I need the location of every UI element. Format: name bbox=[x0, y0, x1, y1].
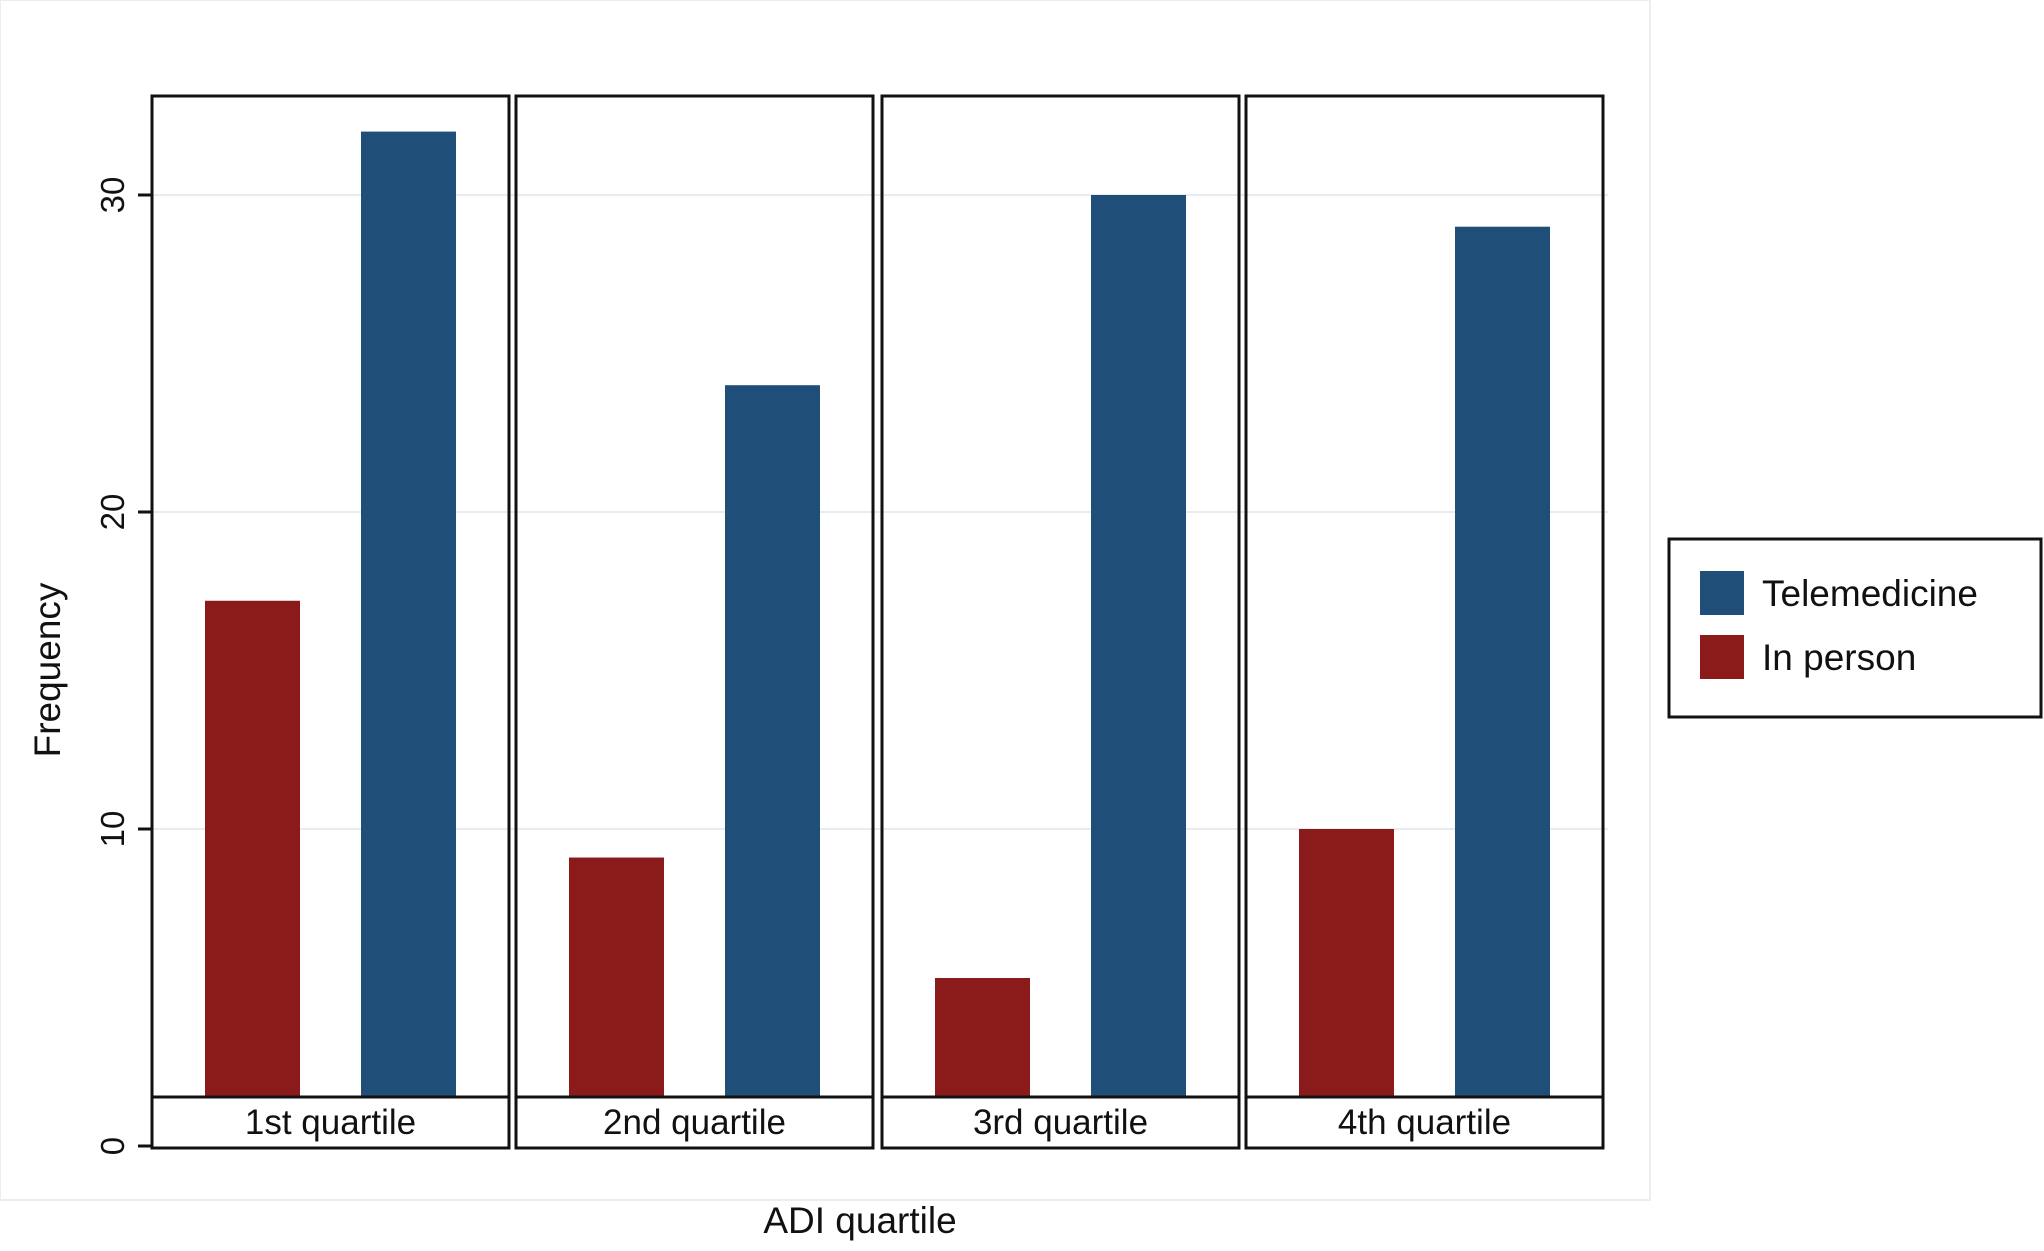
y-tick-label: 20 bbox=[94, 494, 131, 531]
legend-swatch bbox=[1700, 635, 1744, 679]
bar bbox=[205, 600, 300, 1097]
panel-4: 4th quartile bbox=[1244, 94, 1605, 1150]
legend: Telemedicine In person bbox=[1667, 537, 2043, 719]
legend-label: In person bbox=[1762, 637, 1916, 678]
y-tick-label: 10 bbox=[94, 811, 131, 848]
panel-1: 1st quartile bbox=[150, 94, 511, 1150]
y-axis: 0 10 20 30 bbox=[94, 96, 154, 1155]
panel-frame bbox=[880, 94, 1241, 1150]
x-axis-label: ADI quartile bbox=[763, 1200, 956, 1241]
y-tick-label: 30 bbox=[94, 177, 131, 214]
panels: 1st quartile 2nd quartile 3rd quartile 4th … bbox=[150, 94, 1605, 1150]
panel-frame bbox=[1244, 94, 1605, 1150]
panel-2: 2nd quartile bbox=[514, 94, 875, 1150]
bar bbox=[1455, 226, 1550, 1097]
panel-frame bbox=[514, 94, 875, 1150]
category-label: 3rd quartile bbox=[973, 1103, 1148, 1142]
legend-label: Telemedicine bbox=[1762, 573, 1978, 614]
y-tick-label: 0 bbox=[94, 1137, 131, 1155]
bar bbox=[725, 385, 820, 1097]
bar bbox=[1299, 829, 1394, 1097]
legend-swatch bbox=[1700, 571, 1744, 615]
category-label: 4th quartile bbox=[1338, 1103, 1511, 1142]
category-label: 1st quartile bbox=[245, 1103, 416, 1142]
bar bbox=[569, 857, 664, 1097]
bar bbox=[361, 131, 456, 1098]
legend-box bbox=[1667, 537, 2043, 719]
bar bbox=[935, 977, 1030, 1097]
bar bbox=[1091, 195, 1186, 1097]
category-label: 2nd quartile bbox=[603, 1103, 786, 1142]
panel-3: 3rd quartile bbox=[880, 94, 1241, 1150]
y-axis-label: Frequency bbox=[27, 582, 68, 757]
